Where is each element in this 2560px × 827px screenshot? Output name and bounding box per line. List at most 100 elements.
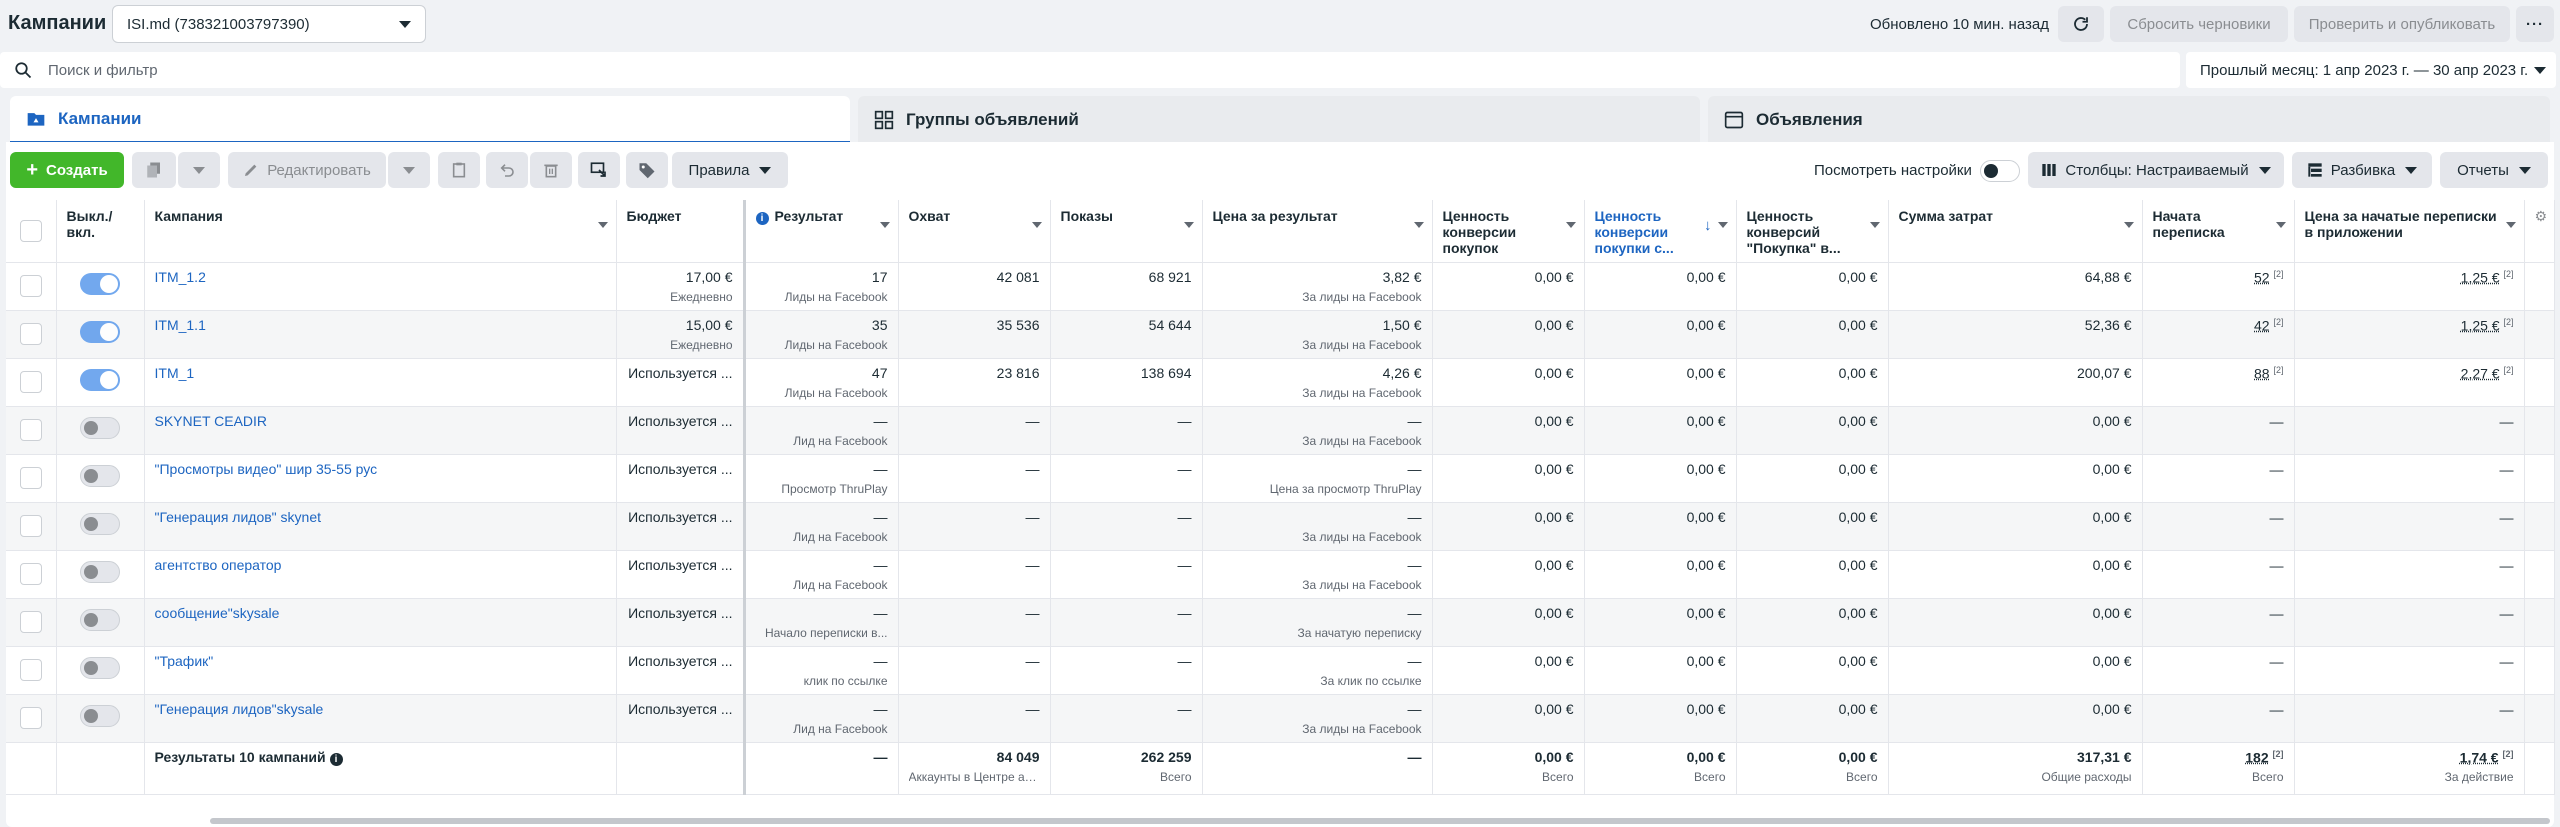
- account-select[interactable]: ISI.md (738321003797390): [112, 5, 426, 43]
- tab-campaigns[interactable]: Кампании: [10, 96, 850, 144]
- purchase-conv-value-cell: 0,00 €: [1736, 550, 1889, 599]
- purchase-conv-value-cell: 0,00 €: [1736, 502, 1889, 551]
- info-icon[interactable]: i: [329, 752, 343, 766]
- more-options-button[interactable]: ···: [2516, 6, 2554, 42]
- row-checkbox[interactable]: [19, 562, 42, 585]
- campaign-toggle[interactable]: [80, 704, 120, 727]
- table-row[interactable]: "Генерация лидов"skysale Используется ..…: [6, 694, 2555, 743]
- campaign-toggle[interactable]: [80, 272, 120, 295]
- search-input[interactable]: [48, 58, 1948, 82]
- msg-started-value[interactable]: 52: [2254, 269, 2270, 286]
- table-row[interactable]: ITM_1.1 15,00 € Ежедневно 35 Лиды на Faceb…: [6, 310, 2555, 359]
- edit-button[interactable]: Редактировать: [228, 152, 386, 188]
- row-checkbox[interactable]: [19, 322, 42, 345]
- review-publish-button[interactable]: Проверить и опубликовать: [2294, 6, 2510, 42]
- col-purchase-value[interactable]: Ценность конверсии покупок: [1432, 200, 1585, 263]
- totals-msg[interactable]: 182: [2245, 749, 2269, 766]
- cost-msg-started-value[interactable]: 2,27 €: [2460, 365, 2500, 382]
- totals-cmsg[interactable]: 1,74 €: [2459, 749, 2499, 766]
- row-checkbox[interactable]: [19, 418, 42, 441]
- table-row[interactable]: агентство оператор Используется ... — Лид…: [6, 550, 2555, 599]
- undo-button[interactable]: [486, 152, 528, 188]
- campaign-name-link[interactable]: ITM_1: [154, 364, 195, 381]
- campaign-name-link[interactable]: "Трафик": [154, 652, 214, 669]
- col-campaign[interactable]: Кампания: [144, 200, 617, 263]
- msg-started-value[interactable]: 88: [2254, 365, 2270, 382]
- msg-started-value[interactable]: 42: [2254, 317, 2270, 334]
- duplicate-button[interactable]: [132, 152, 176, 188]
- view-settings-toggle[interactable]: [1980, 160, 2020, 182]
- campaign-toggle[interactable]: [80, 320, 120, 343]
- campaign-name-link[interactable]: агентство оператор: [154, 556, 282, 573]
- cost-msg-started-value[interactable]: 1,25 €: [2460, 269, 2500, 286]
- col-result[interactable]: i Результат: [744, 200, 899, 263]
- totals-v3-cell: 0,00 € Всего: [1736, 742, 1889, 795]
- row-checkbox[interactable]: [19, 610, 42, 633]
- table-row[interactable]: ITM_1.2 17,00 € Ежедневно 17 Лиды на Faceb…: [6, 262, 2555, 311]
- table-row[interactable]: "Генерация лидов" skynet Используется ..…: [6, 502, 2555, 551]
- row-checkbox[interactable]: [19, 274, 42, 297]
- campaign-toggle[interactable]: [80, 560, 120, 583]
- delete-button[interactable]: [530, 152, 572, 188]
- campaign-toggle[interactable]: [80, 608, 120, 631]
- campaign-toggle[interactable]: [80, 464, 120, 487]
- table-row[interactable]: ITM_1 Используется ... 47 Лиды на Faceboo…: [6, 358, 2555, 407]
- campaign-name-link[interactable]: ITM_1.2: [154, 268, 206, 285]
- campaign-name-link[interactable]: "Генерация лидов" skynet: [154, 508, 322, 525]
- col-purchase-value-2[interactable]: Ценность конверсии покупки с... ↓: [1584, 200, 1737, 263]
- discard-drafts-button[interactable]: Сбросить черновики: [2110, 6, 2288, 42]
- cost-msg-started-value: —: [2499, 509, 2514, 526]
- campaign-name-link[interactable]: "Просмотры видео" шир 35-55 рус: [154, 460, 378, 477]
- row-toggle-cell: [56, 358, 145, 407]
- columns-button[interactable]: Столбцы: Настраиваемый: [2028, 152, 2284, 188]
- duplicate-dropdown[interactable]: [178, 152, 220, 188]
- col-cost-per-result[interactable]: Цена за результат: [1202, 200, 1433, 263]
- date-range-picker[interactable]: Прошлый месяц: 1 апр 2023 г. — 30 апр 20…: [2186, 52, 2556, 88]
- row-checkbox[interactable]: [19, 514, 42, 537]
- tab-label: Объявления: [1756, 110, 1863, 129]
- col-purchase-conv-value[interactable]: Ценность конверсий "Покупка" в...: [1736, 200, 1889, 263]
- tab-ad-sets[interactable]: Группы объявлений: [858, 96, 1700, 144]
- campaign-name-link[interactable]: SKYNET CEADIR: [154, 412, 268, 429]
- row-checkbox[interactable]: [19, 466, 42, 489]
- select-all-checkbox[interactable]: [19, 220, 42, 242]
- edit-dropdown[interactable]: [388, 152, 430, 188]
- col-reach[interactable]: Охват: [898, 200, 1051, 263]
- table-row[interactable]: SKYNET CEADIR Используется ... — Лид на F…: [6, 406, 2555, 455]
- create-button-label: Создать: [46, 161, 108, 179]
- col-cost-msg-started[interactable]: Цена за начатые переписки в приложении: [2294, 200, 2525, 263]
- campaign-toggle[interactable]: [80, 512, 120, 535]
- rules-button[interactable]: Правила: [672, 152, 788, 188]
- clipboard-button[interactable]: [438, 152, 480, 188]
- col-budget[interactable]: Бюджет: [616, 200, 746, 263]
- campaign-name-link[interactable]: ITM_1.1: [154, 316, 206, 333]
- campaign-name-link[interactable]: сообщение"skysale: [154, 604, 280, 621]
- refresh-button[interactable]: [2058, 6, 2104, 42]
- col-onoff[interactable]: Выкл./ вкл.: [56, 200, 145, 263]
- horizontal-scrollbar[interactable]: [210, 818, 2550, 824]
- campaign-name-link[interactable]: "Генерация лидов"skysale: [154, 700, 324, 717]
- col-impressions[interactable]: Показы: [1050, 200, 1203, 263]
- campaign-toggle[interactable]: [80, 368, 120, 391]
- campaign-toggle[interactable]: [80, 416, 120, 439]
- reach-value: —: [1025, 412, 1040, 429]
- table-row[interactable]: сообщение"skysale Используется ... — Нача…: [6, 598, 2555, 647]
- totals-v2-sub: Всего: [1694, 769, 1726, 784]
- breakdown-icon: [2308, 163, 2322, 177]
- col-msg-started[interactable]: Начата переписка: [2142, 200, 2295, 263]
- row-checkbox[interactable]: [19, 370, 42, 393]
- create-button[interactable]: + Создать: [10, 152, 124, 188]
- col-spend[interactable]: Сумма затрат: [1888, 200, 2143, 263]
- campaign-toggle[interactable]: [80, 656, 120, 679]
- tag-button[interactable]: [626, 152, 668, 188]
- cost-msg-started-value[interactable]: 1,25 €: [2460, 317, 2500, 334]
- ab-test-button[interactable]: [578, 152, 620, 188]
- tab-ads[interactable]: Объявления: [1708, 96, 2550, 144]
- breakdown-button[interactable]: Разбивка: [2292, 152, 2432, 188]
- row-checkbox[interactable]: [19, 706, 42, 729]
- row-checkbox[interactable]: [19, 658, 42, 681]
- col-settings[interactable]: ⚙: [2524, 200, 2555, 263]
- table-row[interactable]: "Просмотры видео" шир 35-55 рус Использу…: [6, 454, 2555, 503]
- table-row[interactable]: "Трафик" Используется ... — клик по ссылк…: [6, 646, 2555, 695]
- reports-button[interactable]: Отчеты: [2440, 152, 2548, 188]
